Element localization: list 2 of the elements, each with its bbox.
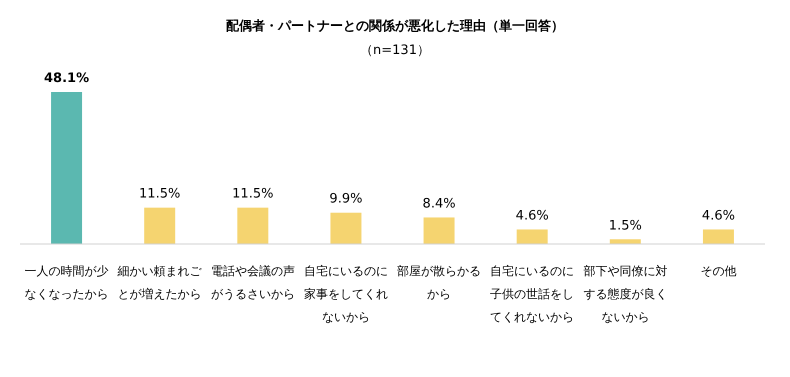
title: 配偶者・パートナーとの関係が悪化した理由（単一回答） xyxy=(226,19,564,34)
subtitle: （n=131） xyxy=(360,43,430,58)
